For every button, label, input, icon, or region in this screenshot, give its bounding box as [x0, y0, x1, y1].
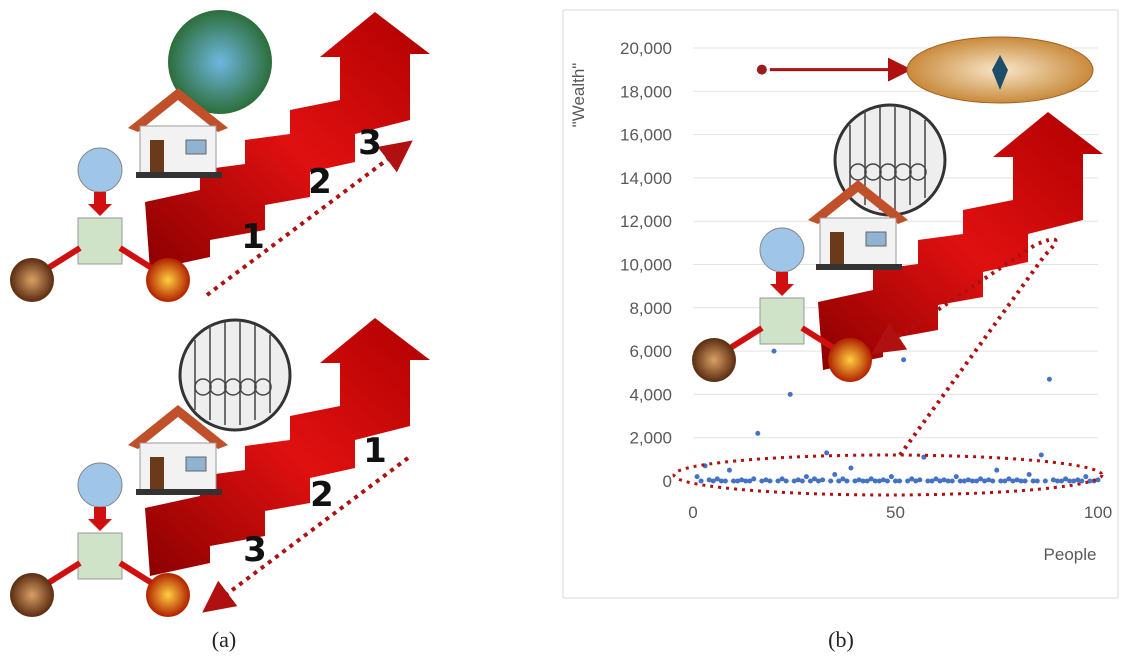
x-tick-label: 100	[1084, 503, 1112, 522]
x-axis-label: People	[1044, 545, 1097, 564]
point	[727, 468, 732, 473]
point	[824, 450, 829, 455]
y-tick-label: 18,000	[620, 82, 672, 101]
point	[1043, 479, 1048, 484]
point	[723, 479, 728, 484]
series	[757, 65, 767, 75]
point	[1035, 479, 1040, 484]
point	[1047, 377, 1052, 382]
point	[695, 474, 700, 479]
y-tick-label: 12,000	[620, 212, 672, 231]
point	[1023, 479, 1028, 484]
point	[755, 431, 760, 436]
point	[844, 479, 849, 484]
y-tick-label: 6,000	[629, 342, 672, 361]
point	[828, 479, 833, 484]
point	[950, 479, 955, 484]
point	[994, 468, 999, 473]
y-tick-label: 2,000	[629, 429, 672, 448]
point	[1083, 474, 1088, 479]
y-tick-label: 16,000	[620, 126, 672, 145]
y-tick-label: 8,000	[629, 299, 672, 318]
point	[954, 474, 959, 479]
point	[990, 479, 995, 484]
caption: (b)	[828, 627, 854, 652]
point	[784, 479, 789, 484]
y-tick-label: 0	[663, 472, 672, 491]
point	[820, 477, 825, 482]
point	[832, 472, 837, 477]
point	[788, 392, 793, 397]
y-tick-label: 14,000	[620, 169, 672, 188]
y-tick-label: 10,000	[620, 256, 672, 275]
x-tick-label: 50	[886, 503, 905, 522]
x-tick-label: 0	[688, 503, 697, 522]
step-label: 3	[358, 123, 382, 163]
point	[800, 479, 805, 484]
point	[848, 466, 853, 471]
y-tick-label: 4,000	[629, 385, 672, 404]
point	[804, 474, 809, 479]
step-label: 2	[310, 475, 334, 515]
point	[751, 476, 756, 481]
step-label: 3	[243, 530, 267, 570]
point	[1039, 453, 1044, 458]
point	[1096, 477, 1101, 482]
point	[1027, 472, 1032, 477]
point	[885, 479, 890, 484]
point	[699, 479, 704, 484]
step-label: 2	[308, 162, 332, 202]
point	[767, 479, 772, 484]
point	[889, 474, 894, 479]
point	[901, 357, 906, 362]
point	[917, 477, 922, 482]
point	[897, 479, 902, 484]
point	[772, 349, 777, 354]
y-axis-label: "Wealth"	[569, 63, 588, 128]
point	[757, 65, 767, 75]
step-label: 1	[363, 431, 387, 471]
caption: (a)	[212, 627, 236, 652]
step-label: 1	[241, 217, 265, 257]
figure: 1 2 3 1 2 3 (a) 0 2,000 4,000 6,000 8,000 10,…	[0, 0, 1127, 665]
y-tick-label: 20,000	[620, 39, 672, 58]
